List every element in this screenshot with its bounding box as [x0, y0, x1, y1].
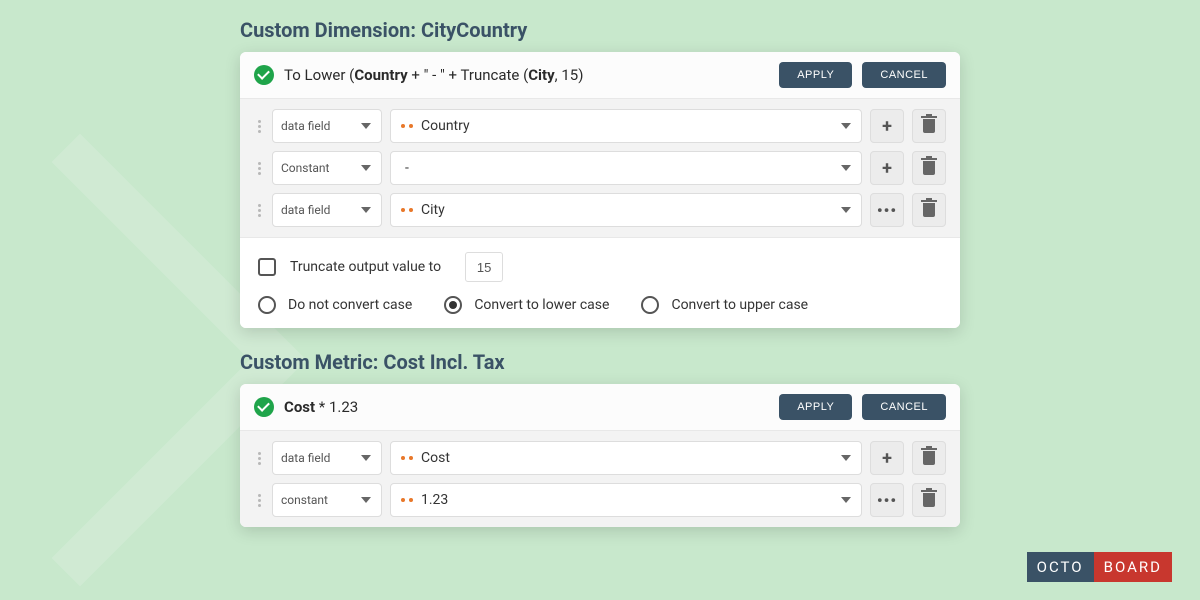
drag-handle-icon[interactable] — [254, 204, 264, 217]
octoboard-logo: OCTO BOARD — [1027, 552, 1172, 582]
type-dropdown[interactable]: constant — [272, 483, 382, 517]
radio-lower[interactable]: Convert to lower case — [444, 296, 609, 314]
check-icon — [254, 397, 274, 417]
value-dropdown[interactable]: - — [390, 151, 862, 185]
logo-left: OCTO — [1027, 552, 1094, 582]
trash-icon — [923, 493, 935, 507]
chevron-down-icon — [841, 207, 851, 213]
trash-icon — [923, 451, 935, 465]
metric-rows: data field Cost + constant 1.23 ••• — [240, 431, 960, 527]
type-dropdown[interactable]: data field — [272, 109, 382, 143]
drag-handle-icon[interactable] — [254, 452, 264, 465]
dimension-rows: data field Country + Constant - + data f… — [240, 99, 960, 237]
apply-button[interactable]: APPLY — [779, 62, 852, 88]
logo-right: BOARD — [1094, 552, 1172, 582]
radio-upper[interactable]: Convert to upper case — [641, 296, 808, 314]
type-dropdown[interactable]: Constant — [272, 151, 382, 185]
field-icon — [401, 493, 415, 507]
truncate-label: Truncate output value to — [290, 259, 441, 275]
dimension-options: Truncate output value to Do not convert … — [240, 237, 960, 328]
dimension-header: To Lower (Country + " - " + Truncate (Ci… — [240, 52, 960, 99]
expression-row: Constant - + — [254, 151, 946, 185]
type-dropdown[interactable]: data field — [272, 441, 382, 475]
section-title-dimension: Custom Dimension: CityCountry — [240, 18, 960, 42]
add-button[interactable]: + — [870, 151, 904, 185]
radio-icon — [258, 296, 276, 314]
trash-icon — [923, 119, 935, 133]
radio-icon — [641, 296, 659, 314]
drag-handle-icon[interactable] — [254, 162, 264, 175]
more-button[interactable]: ••• — [870, 483, 904, 517]
add-button[interactable]: + — [870, 441, 904, 475]
chevron-down-icon — [361, 497, 371, 503]
drag-handle-icon[interactable] — [254, 120, 264, 133]
chevron-down-icon — [361, 165, 371, 171]
trash-icon — [923, 203, 935, 217]
type-dropdown[interactable]: data field — [272, 193, 382, 227]
value-dropdown[interactable]: Country — [390, 109, 862, 143]
case-radio-group: Do not convert case Convert to lower cas… — [258, 296, 942, 314]
delete-button[interactable] — [912, 483, 946, 517]
dimension-panel: To Lower (Country + " - " + Truncate (Ci… — [240, 52, 960, 328]
chevron-down-icon — [361, 123, 371, 129]
value-dropdown[interactable]: Cost — [390, 441, 862, 475]
value-dropdown[interactable]: City — [390, 193, 862, 227]
delete-button[interactable] — [912, 151, 946, 185]
expression-row: constant 1.23 ••• — [254, 483, 946, 517]
radio-icon — [444, 296, 462, 314]
delete-button[interactable] — [912, 109, 946, 143]
value-dropdown[interactable]: 1.23 — [390, 483, 862, 517]
more-button[interactable]: ••• — [870, 193, 904, 227]
expression-row: data field Cost + — [254, 441, 946, 475]
add-button[interactable]: + — [870, 109, 904, 143]
drag-handle-icon[interactable] — [254, 494, 264, 507]
chevron-down-icon — [361, 207, 371, 213]
expression-row: data field City ••• — [254, 193, 946, 227]
trash-icon — [923, 161, 935, 175]
field-icon — [401, 451, 415, 465]
expression-row: data field Country + — [254, 109, 946, 143]
check-icon — [254, 65, 274, 85]
truncate-option: Truncate output value to — [258, 252, 942, 282]
chevron-down-icon — [841, 123, 851, 129]
truncate-checkbox[interactable] — [258, 258, 276, 276]
metric-panel: Cost * 1.23 APPLY CANCEL data field Cost… — [240, 384, 960, 527]
chevron-down-icon — [841, 455, 851, 461]
dimension-expression: To Lower (Country + " - " + Truncate (Ci… — [284, 66, 769, 84]
chevron-down-icon — [841, 165, 851, 171]
metric-header: Cost * 1.23 APPLY CANCEL — [240, 384, 960, 431]
delete-button[interactable] — [912, 441, 946, 475]
section-title-metric: Custom Metric: Cost Incl. Tax — [240, 350, 960, 374]
field-icon — [401, 203, 415, 217]
delete-button[interactable] — [912, 193, 946, 227]
truncate-input[interactable] — [465, 252, 503, 282]
chevron-down-icon — [841, 497, 851, 503]
metric-expression: Cost * 1.23 — [284, 398, 769, 416]
radio-no-convert[interactable]: Do not convert case — [258, 296, 412, 314]
cancel-button[interactable]: CANCEL — [862, 394, 946, 420]
chevron-down-icon — [361, 455, 371, 461]
cancel-button[interactable]: CANCEL — [862, 62, 946, 88]
field-icon — [401, 119, 415, 133]
apply-button[interactable]: APPLY — [779, 394, 852, 420]
